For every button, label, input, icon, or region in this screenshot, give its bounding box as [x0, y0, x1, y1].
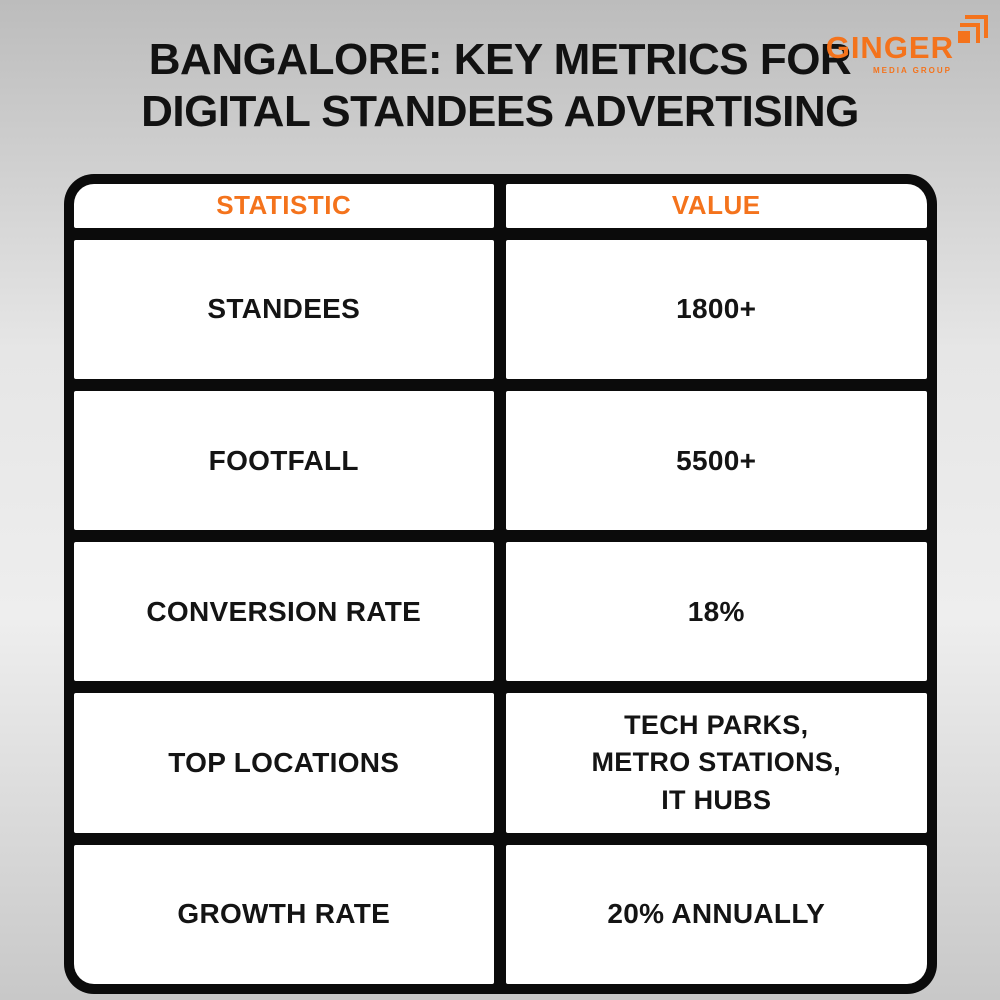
value-cell: TECH PARKS, METRO STATIONS, IT HUBS [506, 693, 927, 833]
page-title: BANGALORE: KEY METRICS FOR DIGITAL STAND… [70, 0, 930, 138]
statistic-cell: TOP LOCATIONS [73, 693, 494, 833]
stacked-corners-icon [958, 15, 988, 43]
value-cell: 20% ANNUALLY [506, 844, 927, 984]
value-cell: 18% [506, 542, 927, 682]
table-row: GROWTH RATE 20% ANNUALLY [73, 844, 927, 984]
logo-tagline: MEDIA GROUP [872, 66, 952, 75]
header-cell-statistic: STATISTIC [73, 183, 494, 228]
table-row: TOP LOCATIONS TECH PARKS, METRO STATIONS… [73, 693, 927, 833]
statistic-cell: GROWTH RATE [73, 844, 494, 984]
statistic-cell: CONVERSION RATE [73, 542, 494, 682]
page-title-line2: DIGITAL STANDEES ADVERTISING [141, 86, 859, 136]
table-header-row: STATISTIC VALUE [73, 183, 927, 228]
value-cell: 1800+ [506, 239, 927, 380]
header-cell-value: VALUE [506, 183, 927, 228]
table-row: FOOTFALL 5500+ [73, 391, 927, 531]
page-title-line1: BANGALORE: KEY METRICS FOR [148, 35, 852, 84]
logo: GINGER MEDIA GROUP [826, 14, 988, 75]
statistic-cell: FOOTFALL [73, 391, 494, 531]
table-row: CONVERSION RATE 18% [73, 542, 927, 682]
statistic-cell: STANDEES [73, 239, 494, 380]
logo-text: GINGER MEDIA GROUP [826, 32, 954, 75]
value-cell: 5500+ [506, 391, 927, 531]
table-row: STANDEES 1800+ [73, 239, 927, 380]
logo-name: GINGER [825, 30, 954, 65]
metrics-table: STATISTIC VALUE STANDEES 1800+ FOOTFALL … [63, 173, 937, 994]
